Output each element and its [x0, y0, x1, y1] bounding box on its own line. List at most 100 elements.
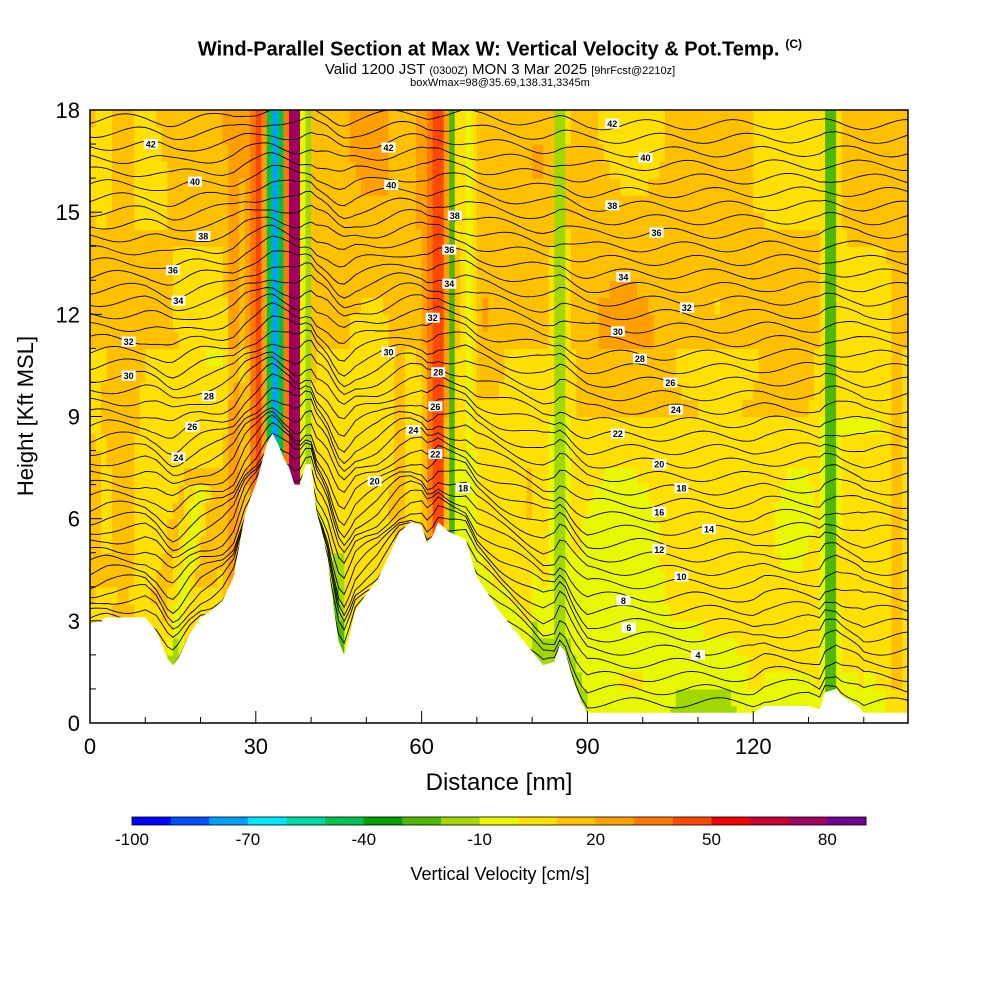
- velocity-cell: [681, 348, 688, 367]
- velocity-cell: [161, 399, 168, 418]
- velocity-cell: [725, 569, 732, 588]
- velocity-cell: [161, 161, 168, 179]
- velocity-cell: [780, 603, 788, 622]
- velocity-cell: [382, 535, 390, 554]
- velocity-cell: [294, 161, 301, 179]
- velocity-cell: [570, 433, 577, 452]
- velocity-cell: [670, 229, 677, 247]
- velocity-cell: [615, 518, 622, 537]
- velocity-cell: [830, 331, 837, 349]
- velocity-cell: [847, 569, 854, 588]
- velocity-cell: [393, 144, 401, 162]
- velocity-cell: [604, 382, 611, 401]
- velocity-cell: [802, 297, 810, 315]
- velocity-cell: [421, 280, 428, 298]
- velocity-cell: [288, 416, 296, 435]
- velocity-cell: [333, 603, 340, 622]
- velocity-cell: [521, 399, 528, 418]
- velocity-cell: [758, 671, 765, 690]
- velocity-cell: [382, 382, 390, 401]
- velocity-cell: [266, 212, 273, 230]
- velocity-cell: [244, 178, 251, 196]
- velocity-cell: [692, 637, 699, 656]
- velocity-cell: [554, 263, 561, 281]
- velocity-cell: [150, 416, 157, 435]
- velocity-cell: [565, 212, 572, 230]
- velocity-cell: [410, 501, 417, 520]
- velocity-cell: [150, 263, 157, 281]
- velocity-cell: [825, 399, 832, 418]
- velocity-cell: [609, 365, 616, 384]
- velocity-cell: [95, 110, 102, 128]
- velocity-cell: [532, 314, 539, 332]
- velocity-cell: [117, 535, 124, 554]
- velocity-cell: [487, 416, 495, 435]
- velocity-cell: [161, 297, 168, 315]
- velocity-cell: [764, 212, 771, 230]
- velocity-cell: [112, 297, 119, 315]
- velocity-cell: [283, 212, 290, 230]
- velocity-cell: [791, 416, 799, 435]
- velocity-cell: [228, 518, 235, 537]
- velocity-cell: [333, 314, 340, 332]
- velocity-cell: [427, 416, 434, 435]
- velocity-cell: [764, 365, 771, 384]
- velocity-cell: [758, 569, 765, 588]
- velocity-cell: [217, 246, 224, 264]
- velocity-cell: [172, 620, 180, 639]
- velocity-cell: [117, 365, 124, 384]
- velocity-cell: [449, 195, 456, 213]
- velocity-cell: [565, 416, 572, 435]
- velocity-cell: [521, 144, 528, 162]
- velocity-cell: [443, 178, 450, 196]
- velocity-cell: [228, 399, 235, 418]
- velocity-cell: [161, 263, 168, 281]
- velocity-cell: [493, 161, 500, 179]
- velocity-cell: [277, 212, 285, 230]
- velocity-cell: [615, 399, 622, 418]
- velocity-cell: [134, 331, 141, 349]
- velocity-cell: [720, 518, 727, 537]
- velocity-cell: [576, 603, 583, 622]
- velocity-cell: [604, 178, 611, 196]
- velocity-cell: [338, 620, 345, 639]
- velocity-cell: [775, 348, 782, 367]
- velocity-cell: [487, 518, 495, 537]
- velocity-cell: [537, 127, 544, 145]
- velocity-cell: [128, 484, 135, 503]
- velocity-cell: [604, 467, 611, 486]
- velocity-cell: [681, 620, 688, 639]
- velocity-cell: [366, 399, 373, 418]
- velocity-cell: [421, 229, 428, 247]
- velocity-cell: [780, 484, 788, 503]
- velocity-cell: [736, 348, 743, 367]
- velocity-cell: [443, 229, 450, 247]
- velocity-cell: [195, 178, 202, 196]
- velocity-cell: [515, 569, 522, 588]
- velocity-cell: [161, 331, 168, 349]
- velocity-cell: [482, 178, 489, 196]
- velocity-cell: [316, 144, 323, 162]
- velocity-cell: [537, 365, 544, 384]
- velocity-cell: [847, 654, 854, 673]
- velocity-cell: [476, 518, 484, 537]
- velocity-cell: [626, 110, 633, 128]
- velocity-cell: [548, 246, 555, 264]
- velocity-cell: [836, 297, 843, 315]
- velocity-cell: [449, 331, 456, 349]
- velocity-cell: [244, 280, 251, 298]
- velocity-cell: [388, 161, 395, 179]
- velocity-cell: [720, 535, 727, 554]
- velocity-cell: [681, 603, 688, 622]
- velocity-cell: [731, 416, 738, 435]
- velocity-cell: [786, 688, 793, 707]
- velocity-cell: [211, 280, 218, 298]
- velocity-cell: [653, 229, 660, 247]
- velocity-cell: [432, 195, 439, 213]
- velocity-cell: [294, 382, 301, 401]
- velocity-cell: [852, 552, 859, 571]
- velocity-cell: [554, 501, 561, 520]
- velocity-cell: [659, 467, 666, 486]
- velocity-cell: [664, 297, 671, 315]
- velocity-cell: [90, 467, 97, 486]
